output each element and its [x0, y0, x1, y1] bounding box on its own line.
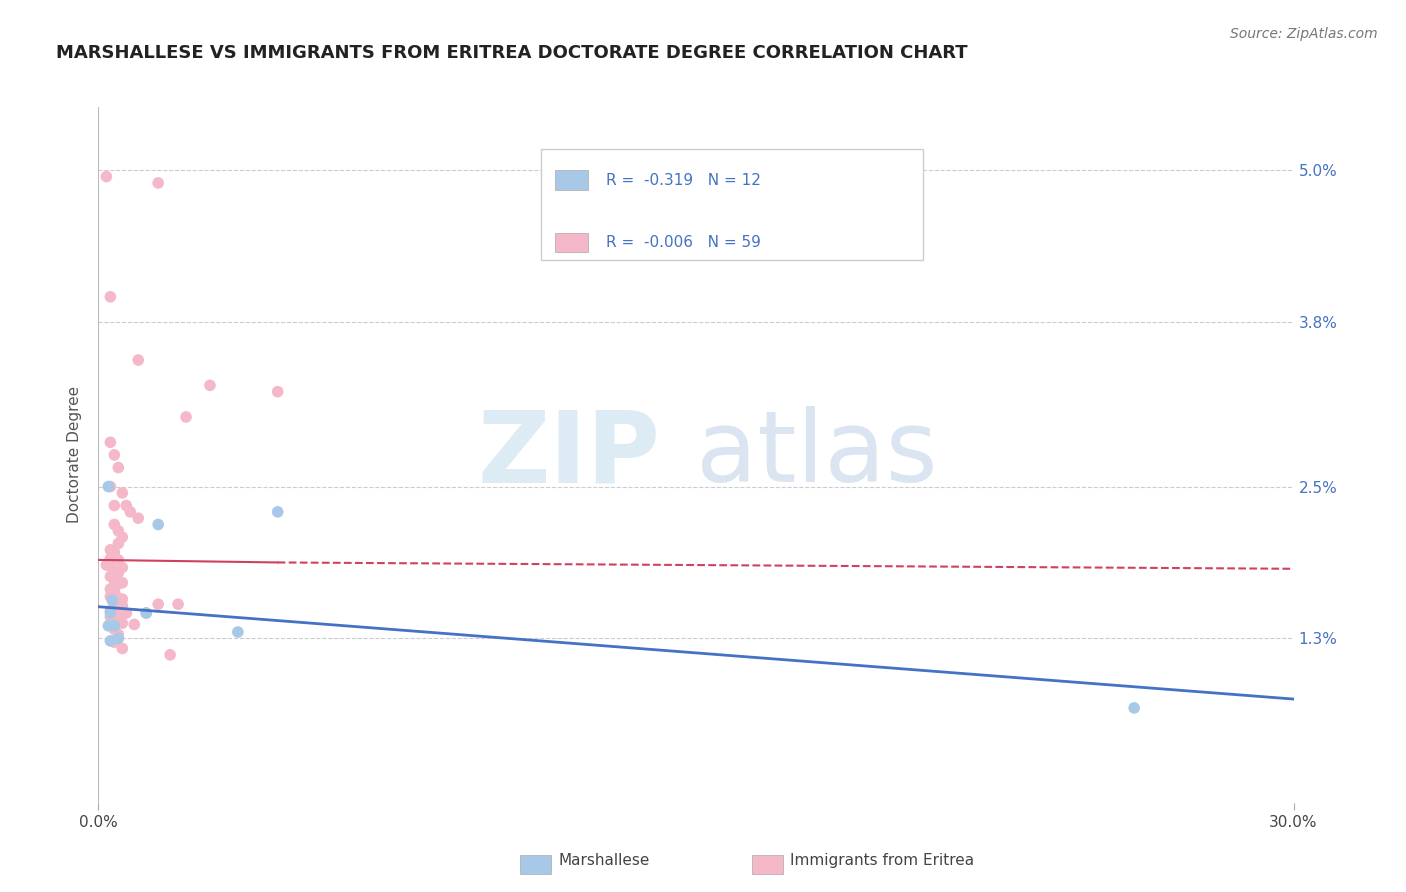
Point	[127, 511, 149, 525]
Text: Marshallese: Marshallese	[558, 854, 650, 868]
Point	[98, 603, 122, 617]
Point	[103, 551, 125, 566]
Point	[98, 610, 122, 624]
Text: Source: ZipAtlas.com: Source: ZipAtlas.com	[1230, 27, 1378, 41]
Point	[127, 353, 149, 368]
Text: MARSHALLESE VS IMMIGRANTS FROM ERITREA DOCTORATE DEGREE CORRELATION CHART: MARSHALLESE VS IMMIGRANTS FROM ERITREA D…	[56, 45, 967, 62]
Point	[115, 499, 138, 513]
Point	[107, 553, 129, 567]
Text: Immigrants from Eritrea: Immigrants from Eritrea	[790, 854, 974, 868]
Point	[98, 479, 122, 493]
Point	[107, 611, 129, 625]
Point	[107, 577, 129, 591]
Point	[101, 593, 124, 607]
Point	[103, 448, 125, 462]
Point	[103, 578, 125, 592]
Point	[107, 460, 129, 475]
Point	[103, 564, 125, 578]
Point	[96, 169, 118, 184]
Point	[159, 648, 181, 662]
Point	[111, 530, 134, 544]
Point	[111, 641, 134, 656]
Point	[103, 517, 125, 532]
Point	[98, 569, 122, 583]
Point	[148, 176, 170, 190]
Point	[98, 290, 122, 304]
Point	[111, 560, 134, 574]
Point	[226, 625, 249, 640]
Point	[103, 595, 125, 609]
Point	[107, 591, 129, 605]
Point	[98, 551, 122, 566]
Point	[107, 524, 129, 538]
Point	[98, 582, 122, 596]
Point	[103, 605, 125, 619]
Point	[98, 559, 122, 574]
Point	[103, 499, 125, 513]
Point	[107, 566, 129, 580]
Point	[103, 618, 125, 632]
Point	[120, 505, 142, 519]
Point	[267, 384, 290, 399]
Point	[111, 575, 134, 590]
Point	[103, 584, 125, 599]
Point	[103, 623, 125, 637]
Point	[97, 479, 120, 493]
Point	[135, 606, 157, 620]
Point	[98, 542, 122, 557]
Point	[198, 378, 221, 392]
Point	[107, 536, 129, 550]
Point	[124, 617, 146, 632]
Point	[103, 635, 125, 649]
Point	[111, 616, 134, 631]
Point	[107, 632, 129, 646]
FancyBboxPatch shape	[540, 149, 922, 260]
Point	[107, 606, 129, 620]
Point	[103, 573, 125, 587]
Point	[98, 435, 122, 450]
Point	[97, 618, 120, 632]
Point	[98, 590, 122, 604]
Point	[98, 633, 122, 648]
Point	[96, 558, 118, 572]
Point	[1123, 701, 1146, 715]
Point	[111, 486, 134, 500]
Point	[115, 606, 138, 620]
Text: atlas: atlas	[696, 407, 938, 503]
Point	[135, 606, 157, 620]
Text: R =  -0.006   N = 59: R = -0.006 N = 59	[606, 235, 761, 251]
FancyBboxPatch shape	[555, 170, 589, 190]
FancyBboxPatch shape	[555, 233, 589, 252]
Point	[174, 409, 197, 424]
Text: R =  -0.319   N = 12: R = -0.319 N = 12	[606, 172, 761, 187]
Point	[103, 545, 125, 559]
Point	[148, 597, 170, 611]
Text: ZIP: ZIP	[477, 407, 661, 503]
Point	[167, 597, 190, 611]
Point	[107, 597, 129, 611]
Point	[103, 615, 125, 629]
Point	[111, 592, 134, 607]
Y-axis label: Doctorate Degree: Doctorate Degree	[67, 386, 83, 524]
Point	[267, 505, 290, 519]
Point	[148, 517, 170, 532]
Point	[98, 606, 122, 620]
Point	[107, 627, 129, 641]
Point	[111, 599, 134, 613]
